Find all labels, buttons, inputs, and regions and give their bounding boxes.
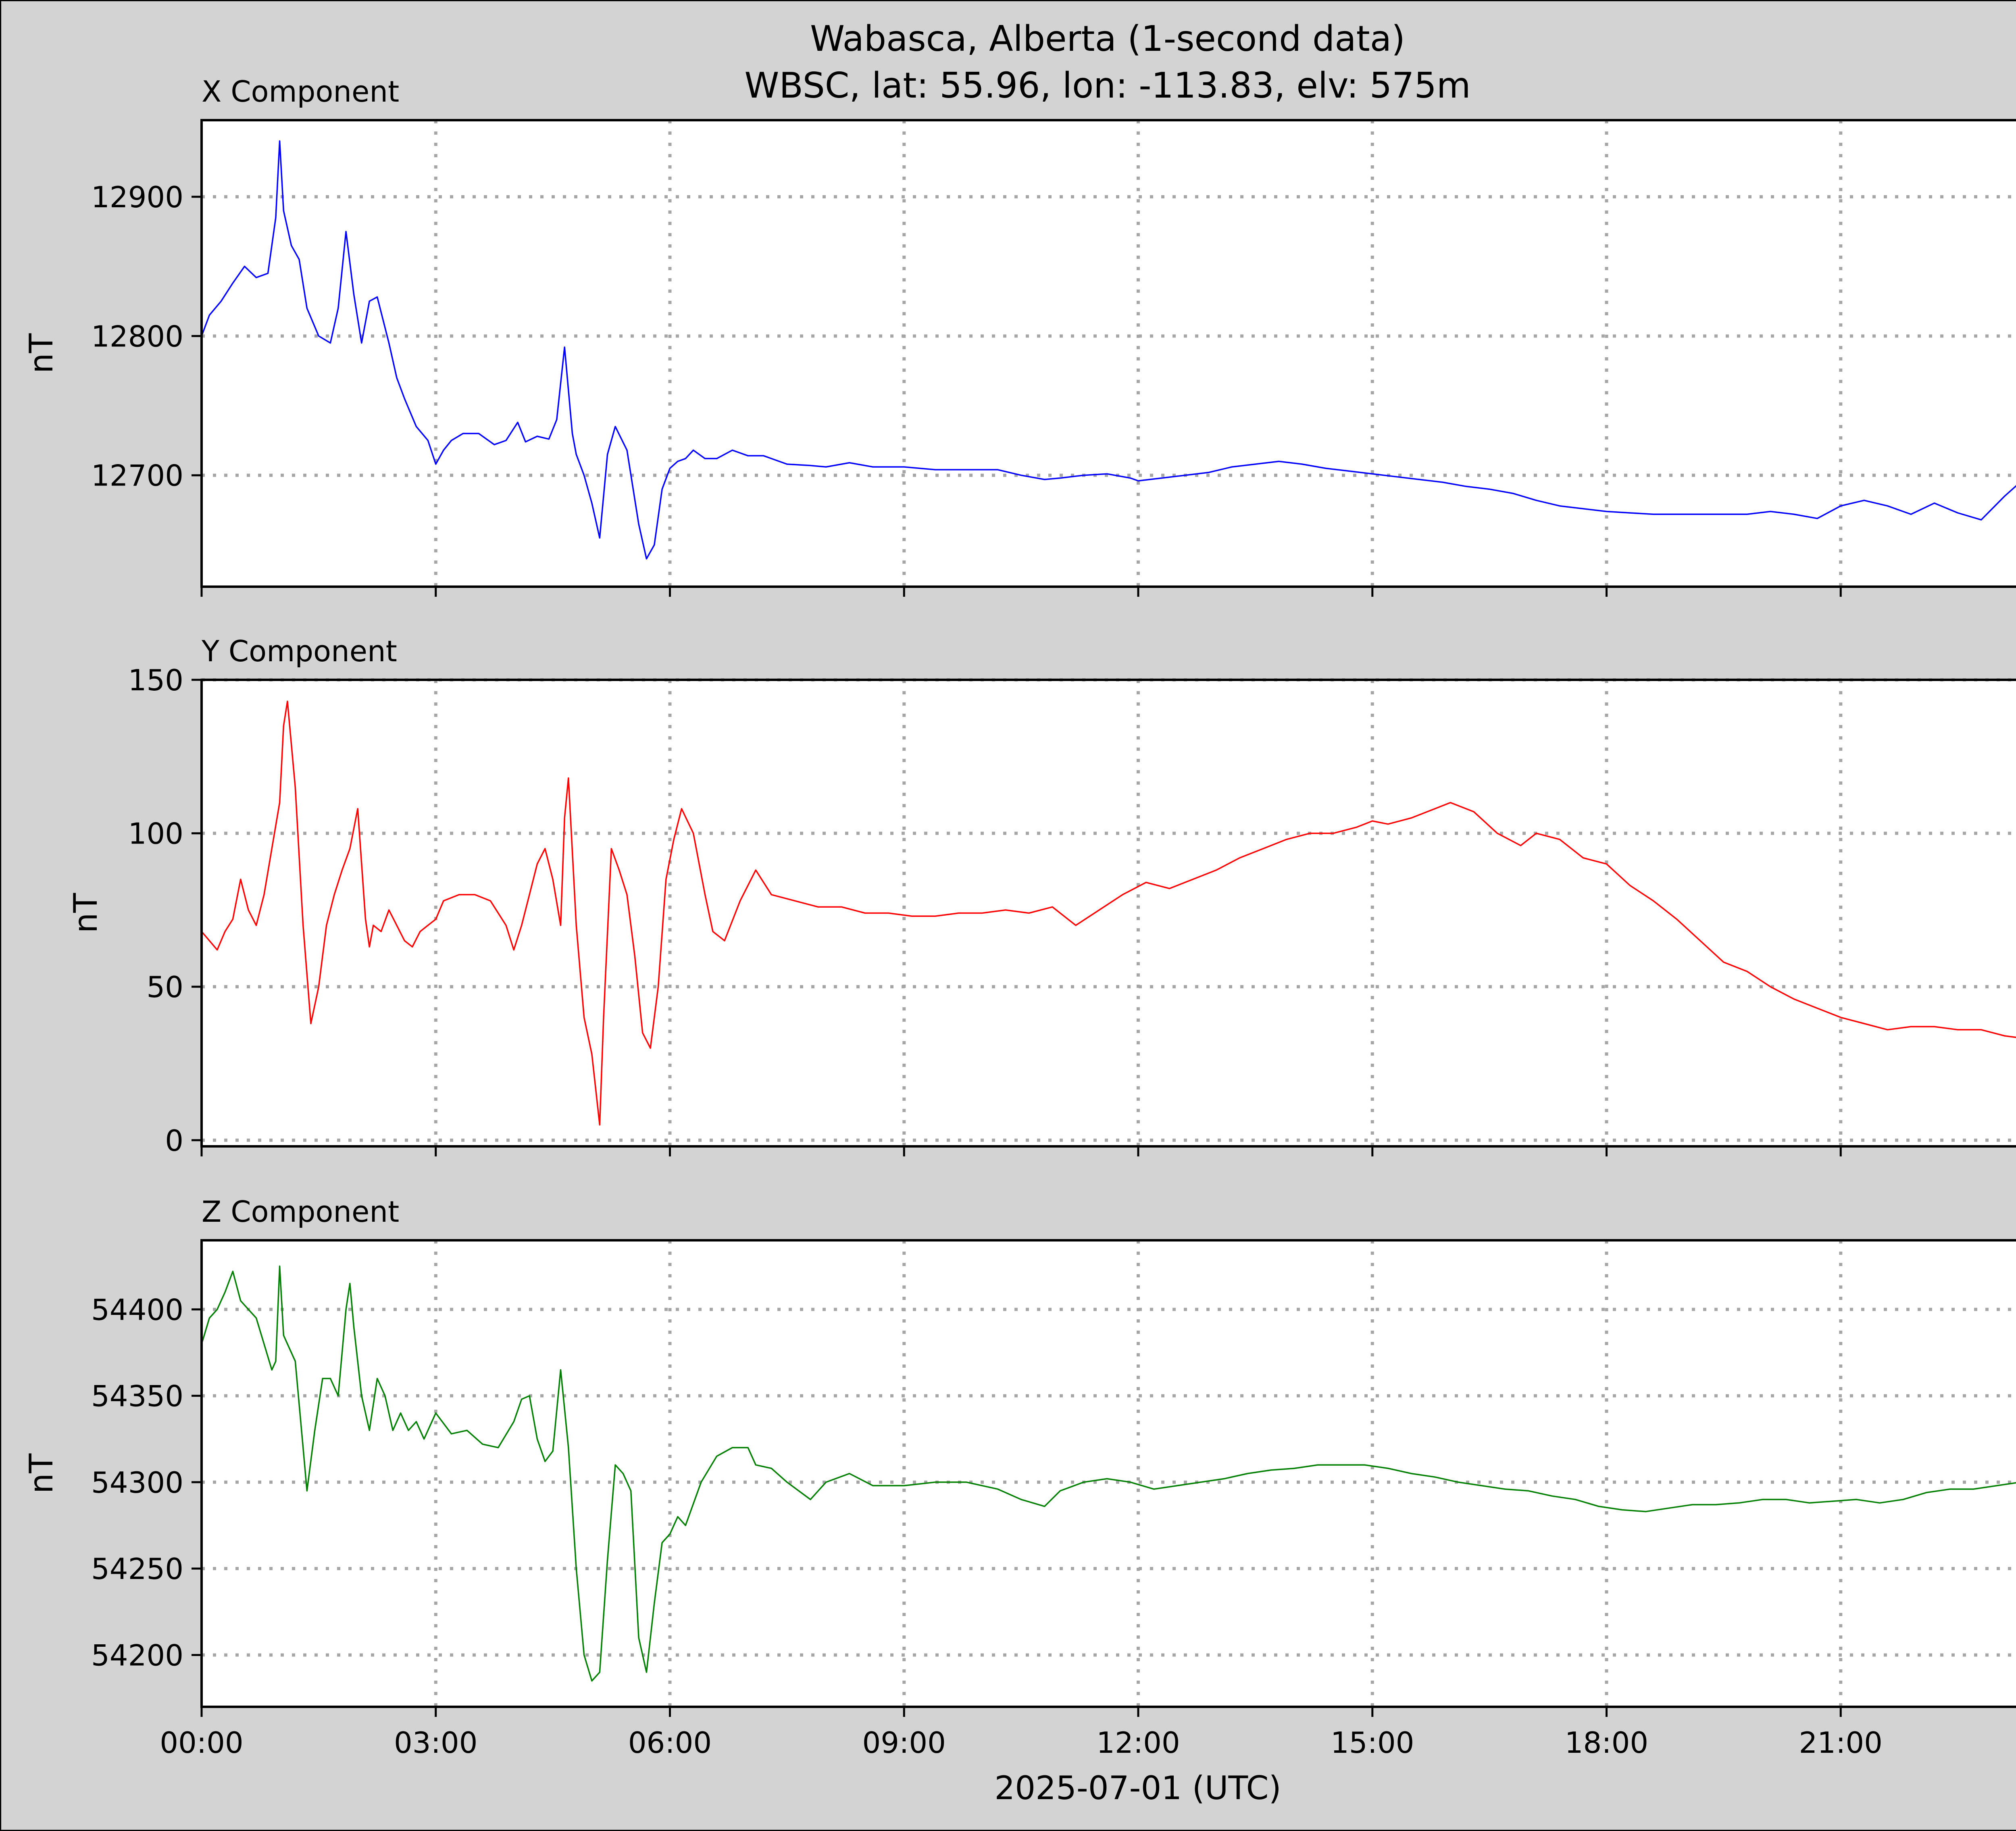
y-component-panel: Y Component 0 50 100 150 nT bbox=[67, 634, 2016, 1158]
z-component-title: Z Component bbox=[202, 1195, 399, 1229]
z-component-y-tick-label: 54400 bbox=[91, 1293, 183, 1327]
z-component-x-tick-label: 12:00 bbox=[1096, 1726, 1180, 1760]
z-component-plot-area bbox=[200, 1239, 2016, 1708]
z-component-y-axis-label: nT bbox=[23, 1453, 60, 1494]
y-component-plot-area bbox=[200, 679, 2016, 1148]
z-component-x-tick-label: 06:00 bbox=[628, 1726, 712, 1760]
z-component-x-tick-label: 18:00 bbox=[1565, 1726, 1649, 1760]
x-component-title: X Component bbox=[202, 75, 399, 108]
z-component-panel: Z Component 00:00 03:00 06:00 09:00 12:00 15:0… bbox=[23, 1195, 2016, 1760]
z-component-y-tick-label: 54200 bbox=[91, 1638, 183, 1672]
z-component-y-tick-label: 54300 bbox=[91, 1466, 183, 1500]
figure-title: Wabasca, Alberta (1-second data) bbox=[810, 18, 1405, 59]
x-component-y-tick-label: 12900 bbox=[91, 180, 183, 214]
x-component-series-line bbox=[201, 140, 2016, 560]
y-component-title: Y Component bbox=[201, 634, 397, 668]
y-component-series-line bbox=[201, 700, 2016, 1126]
x-component-y-axis-label: nT bbox=[23, 333, 60, 374]
y-component-y-tick-label: 50 bbox=[146, 970, 183, 1004]
figure-subtitle: WBSC, lat: 55.96, lon: -113.83, elv: 575… bbox=[744, 65, 1470, 106]
z-component-y-tick-label: 54250 bbox=[91, 1552, 183, 1586]
x-component-plot-area bbox=[200, 119, 2016, 588]
x-component-y-tick-label: 12800 bbox=[91, 319, 183, 353]
z-component-x-tick-label: 09:00 bbox=[862, 1726, 946, 1760]
z-component-y-tick-label: 54350 bbox=[91, 1379, 183, 1413]
y-component-y-tick-label: 150 bbox=[128, 663, 183, 697]
x-component-y-tick-label: 12700 bbox=[91, 459, 183, 493]
z-component-series-line bbox=[201, 1265, 2016, 1682]
y-component-y-tick-label: 0 bbox=[165, 1124, 183, 1158]
z-component-x-tick-label: 03:00 bbox=[394, 1726, 478, 1760]
panels: X Component 12700 12800 12900 nT Y Component 0… bbox=[23, 75, 2016, 1760]
z-component-x-tick-label: 21:00 bbox=[1799, 1726, 1883, 1760]
x-axis-label: 2025-07-01 (UTC) bbox=[994, 1769, 1281, 1807]
z-component-x-tick-label: 00:00 bbox=[160, 1726, 244, 1760]
x-component-panel: X Component 12700 12800 12900 nT bbox=[23, 75, 2016, 597]
y-component-y-axis-label: nT bbox=[67, 893, 104, 933]
y-component-y-tick-label: 100 bbox=[128, 817, 183, 851]
z-component-x-tick-label: 15:00 bbox=[1331, 1726, 1414, 1760]
